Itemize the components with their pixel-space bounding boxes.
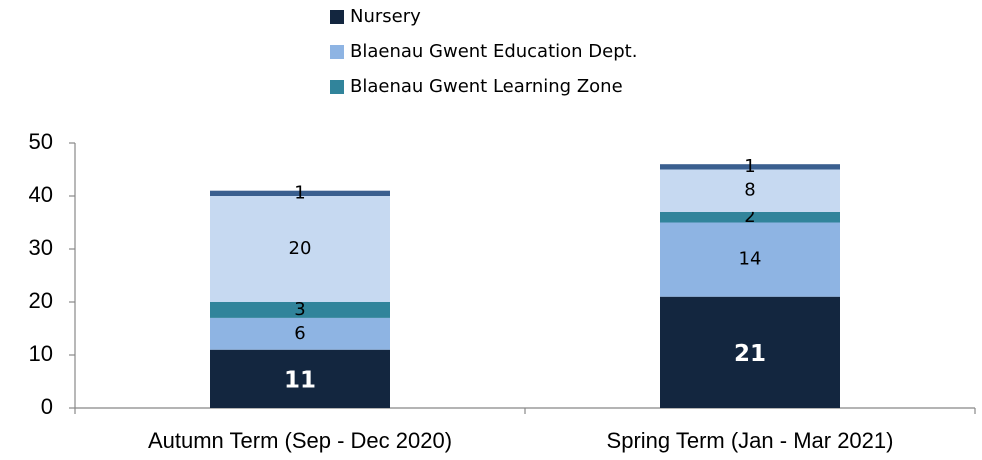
data-label: 1 bbox=[744, 156, 755, 177]
data-label: 6 bbox=[294, 323, 305, 344]
bar-segment bbox=[660, 169, 840, 212]
legend-label: Blaenau Gwent Education Dept. bbox=[350, 41, 637, 62]
y-tick-label: 0 bbox=[41, 394, 53, 419]
bar-segment bbox=[210, 190, 390, 196]
legend-swatch bbox=[330, 80, 344, 94]
data-label: 11 bbox=[284, 367, 316, 393]
bar-segment bbox=[660, 222, 840, 297]
bar-segment bbox=[660, 164, 840, 170]
bar-segment bbox=[210, 302, 390, 318]
legend-label: Blaenau Gwent Learning Zone bbox=[350, 76, 623, 97]
legend-swatch bbox=[330, 10, 344, 24]
x-tick-label: Spring Term (Jan - Mar 2021) bbox=[607, 428, 894, 453]
bar-segment bbox=[210, 349, 390, 408]
bar-segment bbox=[210, 317, 390, 350]
data-label: 21 bbox=[734, 341, 766, 367]
bar-segment bbox=[660, 211, 840, 223]
bar-segment bbox=[210, 196, 390, 302]
y-tick-label: 50 bbox=[29, 129, 53, 154]
data-label: 20 bbox=[289, 238, 312, 259]
y-tick-label: 40 bbox=[29, 182, 53, 207]
legend-swatch bbox=[330, 45, 344, 59]
data-label: 8 bbox=[744, 180, 755, 201]
y-tick-label: 20 bbox=[29, 288, 53, 313]
y-tick-label: 30 bbox=[29, 235, 53, 260]
data-label: 3 bbox=[294, 299, 305, 320]
data-label: 2 bbox=[744, 206, 755, 227]
data-label: 14 bbox=[739, 249, 762, 270]
bar-segment bbox=[660, 296, 840, 408]
x-tick-label: Autumn Term (Sep - Dec 2020) bbox=[148, 428, 452, 453]
data-label: 1 bbox=[294, 182, 305, 203]
legend-label: Nursery bbox=[350, 6, 421, 27]
y-tick-label: 10 bbox=[29, 341, 53, 366]
